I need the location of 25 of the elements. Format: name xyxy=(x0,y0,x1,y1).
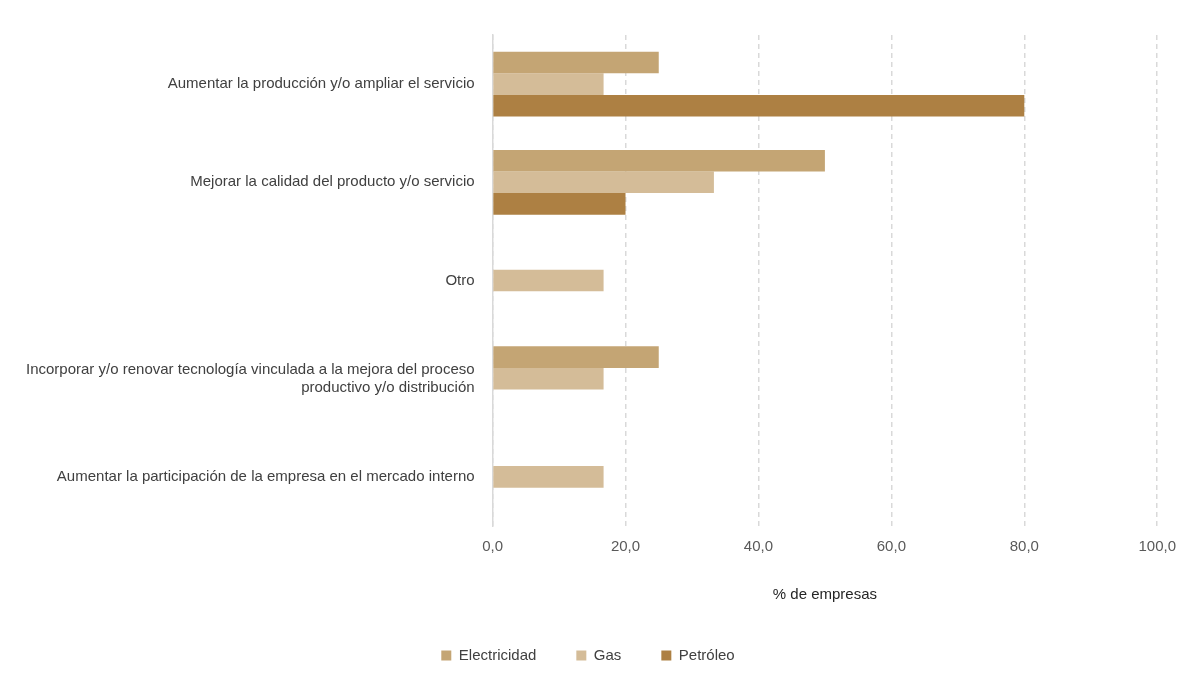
legend-label: Electricidad xyxy=(458,645,537,663)
bar xyxy=(493,193,626,215)
x-axis-title: % de empresas xyxy=(772,585,878,603)
x-tick-label: 60,0 xyxy=(876,537,906,555)
y-tick-label: Aumentar la producción y/o ampliar el servicio xyxy=(167,74,475,92)
bar xyxy=(493,73,604,95)
bar xyxy=(493,94,1025,117)
bar xyxy=(493,466,604,488)
x-tick-label: 100,0 xyxy=(1138,537,1177,555)
x-tick-label: 40,0 xyxy=(743,537,774,555)
bar xyxy=(493,367,604,390)
bar xyxy=(493,171,714,194)
legend-label: Petróleo xyxy=(678,645,735,663)
x-tick-label: 0,0 xyxy=(482,537,504,555)
bar xyxy=(493,269,604,292)
x-tick-label: 80,0 xyxy=(1009,537,1039,555)
bar xyxy=(493,149,825,172)
x-tick-label: 20,0 xyxy=(610,537,641,555)
y-tick-label: Aumentar la participación de la empresa en el mercado interno xyxy=(56,467,475,485)
y-tick-label: Otro xyxy=(445,270,475,288)
y-tick-label: Incorporar y/o renovar tecnología vinculada a la mejora del proceso productivo y/o distribución xyxy=(25,359,475,395)
legend-label: Gas xyxy=(593,645,622,663)
y-tick-label: Mejorar la calidad del producto y/o servicio xyxy=(190,172,475,190)
bar xyxy=(493,346,659,368)
bar xyxy=(493,51,659,74)
